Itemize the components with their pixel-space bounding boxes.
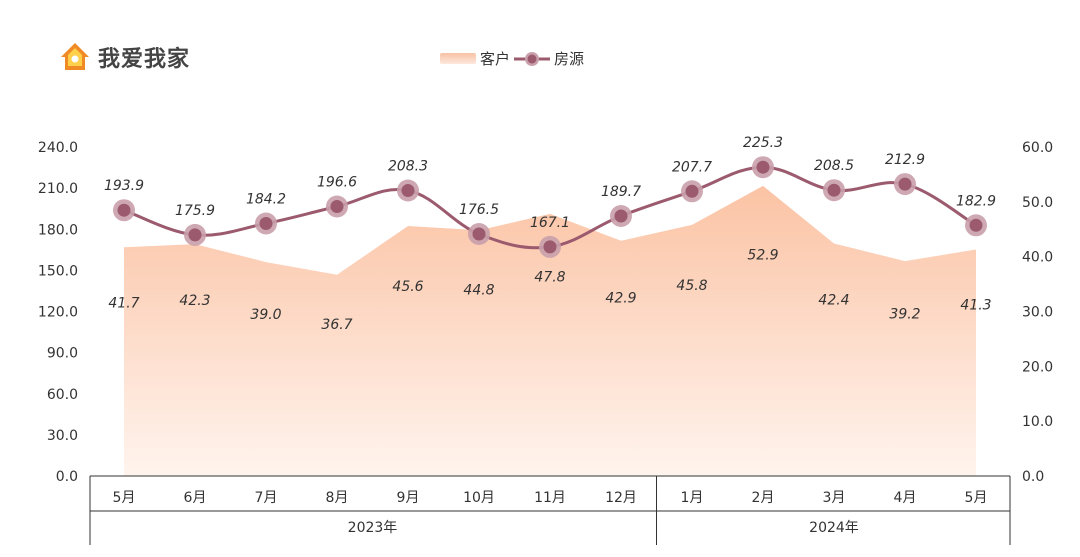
legend-line-label: 房源 — [554, 50, 585, 68]
x-axis-tick: 5月 — [113, 490, 136, 506]
line-data-label: 176.5 — [459, 202, 499, 218]
area-data-label: 42.9 — [605, 291, 636, 307]
line-data-label: 184.2 — [246, 192, 286, 208]
line-point — [188, 228, 202, 242]
x-axis-tick: 8月 — [326, 490, 349, 506]
area-data-label: 47.8 — [534, 270, 565, 286]
right-axis-tick: 20.0 — [1022, 359, 1053, 375]
area-data-label: 39.2 — [889, 306, 920, 322]
x-axis-tick: 5月 — [965, 490, 988, 506]
legend-item-area: 客户 — [440, 48, 510, 69]
brand-name: 我爱我家 — [98, 47, 191, 72]
x-axis-group-label: 2024年 — [809, 520, 859, 536]
area-data-label: 36.7 — [321, 317, 352, 333]
line-point — [969, 218, 983, 232]
legend-line-swatch — [514, 51, 551, 66]
x-axis-tick: 10月 — [463, 490, 495, 506]
left-axis-tick: 210.0 — [38, 181, 78, 197]
line-point — [330, 200, 344, 213]
left-axis-tick: 60.0 — [47, 387, 78, 403]
legend-item-line: 房源 — [514, 48, 584, 69]
line-data-label: 167.1 — [530, 215, 570, 231]
area-data-label: 39.0 — [250, 307, 281, 323]
x-axis-tick: 7月 — [255, 490, 278, 506]
brand-logo: 我爱我家 — [58, 40, 190, 74]
line-data-label: 207.7 — [672, 159, 712, 175]
line-point — [898, 177, 912, 191]
area-data-label: 42.3 — [179, 293, 210, 309]
line-point — [401, 184, 415, 197]
line-point — [259, 217, 273, 230]
area-data-label: 44.8 — [463, 282, 494, 298]
x-axis-group-label: 2023年 — [348, 520, 398, 536]
left-axis-tick: 0.0 — [56, 469, 78, 485]
x-axis-tick: 3月 — [823, 490, 846, 506]
line-data-label: 182.9 — [956, 193, 996, 209]
left-axis-tick: 150.0 — [38, 263, 78, 279]
line-point — [117, 203, 131, 217]
right-axis-tick: 60.0 — [1022, 140, 1053, 156]
line-point — [472, 227, 486, 241]
x-axis-tick: 6月 — [184, 490, 207, 506]
line-data-label: 189.7 — [601, 184, 641, 200]
left-axis-tick: 240.0 — [38, 140, 78, 156]
line-data-label: 175.9 — [175, 203, 215, 219]
legend-area-swatch — [440, 53, 476, 64]
area-data-label: 45.6 — [392, 279, 423, 295]
chart-legend: 客户 房源 — [440, 48, 584, 69]
line-point — [543, 240, 557, 254]
left-axis-tick: 90.0 — [47, 346, 78, 362]
x-axis-tick: 11月 — [534, 490, 566, 506]
x-axis-tick: 1月 — [681, 490, 704, 506]
line-data-label: 208.5 — [814, 158, 854, 174]
line-point — [756, 160, 770, 174]
area-data-label: 41.3 — [960, 297, 991, 313]
house-logo-icon — [61, 43, 89, 70]
x-axis-tick: 12月 — [605, 490, 637, 506]
legend-area-label: 客户 — [480, 50, 511, 68]
area-data-label: 42.4 — [818, 293, 849, 309]
line-data-label: 212.9 — [885, 152, 925, 168]
right-axis-tick: 50.0 — [1022, 195, 1053, 211]
line-point — [827, 183, 841, 197]
left-axis-tick: 120.0 — [38, 305, 78, 321]
x-axis-tick: 9月 — [397, 490, 420, 506]
area-series-客户 — [124, 185, 976, 476]
line-data-label: 225.3 — [743, 135, 783, 151]
x-axis-tick: 4月 — [894, 490, 917, 506]
x-axis-tick: 2月 — [752, 490, 775, 506]
right-axis-tick: 30.0 — [1022, 305, 1053, 321]
line-data-label: 196.6 — [317, 175, 357, 191]
area-data-label: 41.7 — [108, 296, 139, 312]
line-data-label: 208.3 — [388, 159, 428, 175]
right-axis-tick: 10.0 — [1022, 414, 1053, 430]
right-axis-tick: 0.0 — [1022, 469, 1044, 485]
area-data-label: 45.8 — [676, 278, 707, 294]
left-axis-tick: 30.0 — [47, 428, 78, 444]
line-point — [685, 184, 699, 198]
line-point — [614, 209, 628, 223]
right-axis-tick: 40.0 — [1022, 250, 1053, 266]
left-axis-tick: 180.0 — [38, 222, 78, 238]
area-data-label: 52.9 — [747, 248, 778, 264]
line-data-label: 193.9 — [104, 178, 144, 194]
